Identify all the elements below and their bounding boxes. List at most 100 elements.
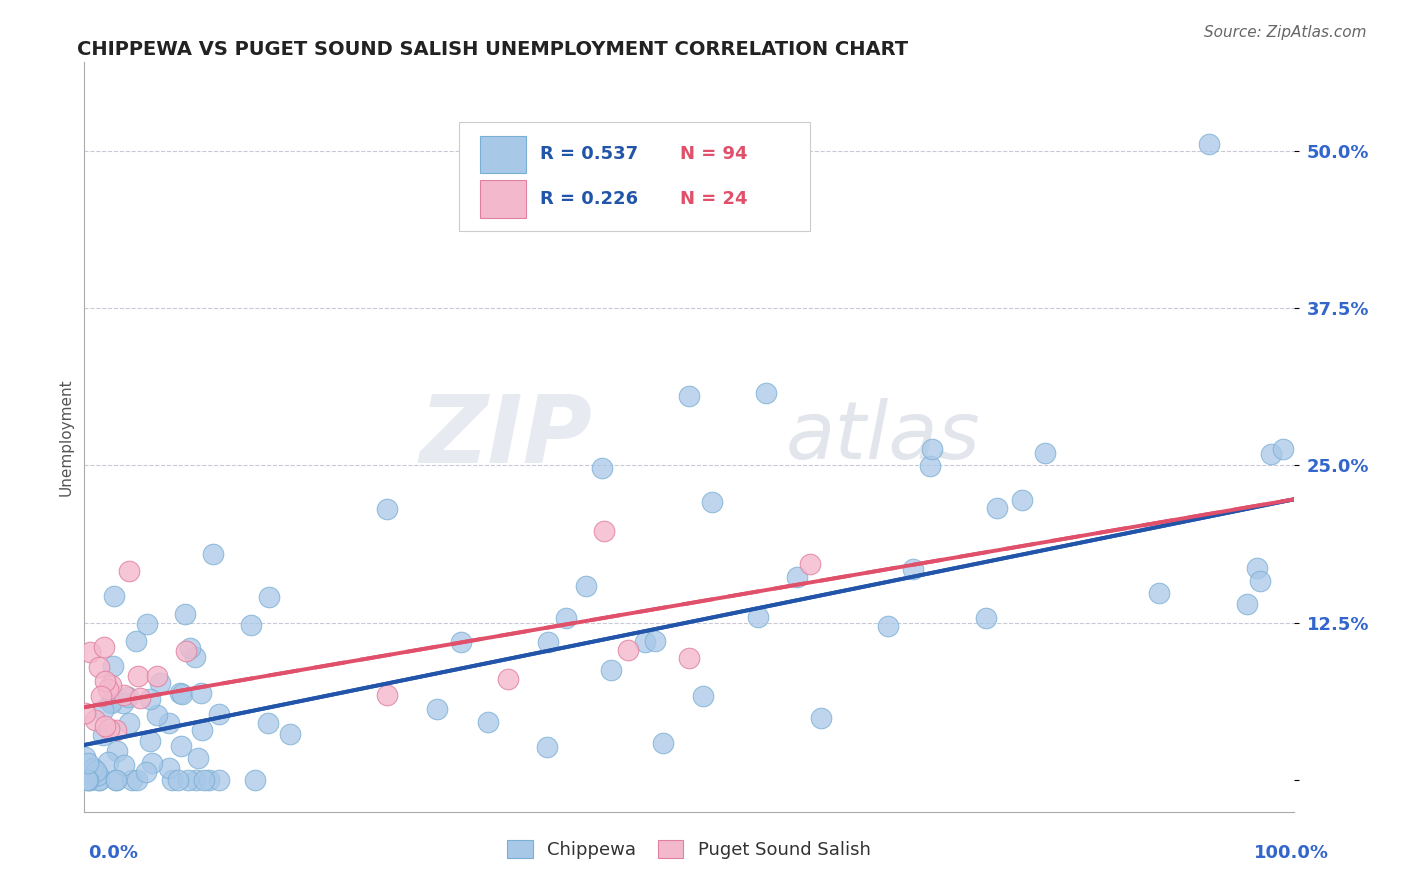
Point	[157, 761, 180, 775]
Point	[87, 768, 110, 782]
Point	[169, 686, 191, 700]
Point	[375, 502, 398, 516]
Point	[700, 495, 723, 509]
Point	[94, 719, 117, 733]
Point	[172, 687, 194, 701]
Point	[974, 611, 997, 625]
Point	[146, 707, 169, 722]
Point	[208, 706, 231, 721]
Point	[75, 706, 97, 720]
Point	[278, 727, 301, 741]
Point	[1246, 561, 1268, 575]
Point	[89, 773, 111, 788]
Point	[876, 619, 898, 633]
Point	[1236, 597, 1258, 611]
Bar	[479, 180, 526, 218]
Point	[1011, 492, 1033, 507]
Point	[747, 609, 769, 624]
Text: atlas: atlas	[786, 398, 980, 476]
Point	[179, 640, 201, 655]
Point	[575, 579, 598, 593]
Point	[186, 773, 208, 788]
Text: N = 24: N = 24	[681, 190, 748, 208]
Point	[1249, 574, 1271, 588]
Text: CHIPPEWA VS PUGET SOUND SALISH UNEMPLOYMENT CORRELATION CHART: CHIPPEWA VS PUGET SOUND SALISH UNEMPLOYM…	[77, 40, 908, 59]
Point	[149, 675, 172, 690]
Point	[617, 643, 640, 657]
Point	[125, 773, 148, 788]
Point	[112, 758, 135, 772]
Point	[79, 645, 101, 659]
Point	[692, 689, 714, 703]
Point	[257, 590, 280, 604]
Point	[202, 547, 225, 561]
Point	[786, 570, 808, 584]
Point	[86, 764, 108, 779]
Point	[901, 562, 924, 576]
Point	[141, 756, 163, 770]
Point	[82, 761, 104, 775]
Point	[593, 524, 616, 538]
Point	[176, 773, 198, 788]
Point	[76, 756, 98, 770]
Point	[198, 773, 221, 788]
Text: Source: ZipAtlas.com: Source: ZipAtlas.com	[1204, 25, 1367, 40]
Point	[112, 696, 135, 710]
Point	[426, 702, 449, 716]
Text: R = 0.226: R = 0.226	[540, 190, 638, 208]
Point	[634, 635, 657, 649]
Point	[190, 686, 212, 700]
Point	[1272, 442, 1295, 457]
Text: 100.0%: 100.0%	[1254, 844, 1329, 862]
Point	[536, 740, 558, 755]
Point	[117, 690, 139, 704]
Point	[755, 385, 778, 400]
Text: 0.0%: 0.0%	[89, 844, 139, 862]
Point	[91, 728, 114, 742]
Point	[145, 669, 167, 683]
Point	[127, 669, 149, 683]
Point	[76, 773, 98, 788]
Point	[920, 459, 942, 474]
Point	[375, 688, 398, 702]
Text: R = 0.537: R = 0.537	[540, 145, 638, 163]
Point	[90, 690, 112, 704]
Point	[184, 649, 207, 664]
Point	[87, 773, 110, 788]
Point	[477, 714, 499, 729]
Point	[104, 773, 127, 788]
Point	[104, 723, 127, 737]
Point	[138, 691, 160, 706]
Point	[537, 635, 560, 649]
Point	[174, 644, 197, 658]
Point	[450, 634, 472, 648]
Point	[121, 773, 143, 788]
Point	[591, 461, 613, 475]
Point	[97, 723, 120, 737]
Point	[94, 673, 117, 688]
Point	[104, 773, 127, 788]
Point	[496, 673, 519, 687]
Point	[162, 773, 184, 788]
Point	[187, 750, 209, 764]
Point	[166, 773, 188, 788]
Point	[103, 589, 125, 603]
Point	[89, 659, 111, 673]
Point	[157, 715, 180, 730]
Point	[170, 739, 193, 754]
Point	[100, 678, 122, 692]
Point	[678, 651, 700, 665]
Point	[100, 695, 122, 709]
Point	[174, 607, 197, 621]
Point	[97, 755, 120, 769]
Y-axis label: Unemployment: Unemployment	[58, 378, 73, 496]
Point	[1147, 586, 1170, 600]
Point	[97, 681, 120, 696]
Point	[600, 663, 623, 677]
Point	[240, 618, 263, 632]
Point	[100, 696, 122, 710]
Point	[644, 633, 666, 648]
Point	[1260, 447, 1282, 461]
Point	[103, 659, 125, 673]
Point	[1198, 137, 1220, 152]
